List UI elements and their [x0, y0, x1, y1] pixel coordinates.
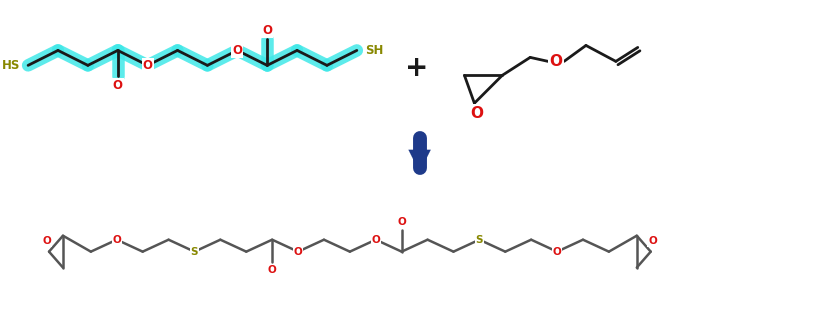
Text: O: O [371, 235, 380, 245]
Text: S: S [191, 247, 198, 257]
Text: O: O [232, 44, 242, 57]
Text: O: O [397, 217, 405, 227]
Text: O: O [648, 236, 656, 246]
Text: O: O [469, 106, 482, 121]
Text: O: O [262, 24, 272, 37]
Text: +: + [405, 54, 428, 82]
Text: SH: SH [364, 44, 383, 57]
Text: O: O [43, 236, 51, 246]
Text: O: O [268, 265, 276, 275]
Text: O: O [552, 247, 561, 257]
Text: S: S [475, 235, 482, 245]
Text: HS: HS [2, 59, 20, 72]
Text: O: O [113, 79, 123, 92]
Text: O: O [549, 54, 562, 69]
Text: O: O [112, 235, 121, 245]
Text: O: O [142, 59, 152, 72]
Text: O: O [293, 247, 302, 257]
